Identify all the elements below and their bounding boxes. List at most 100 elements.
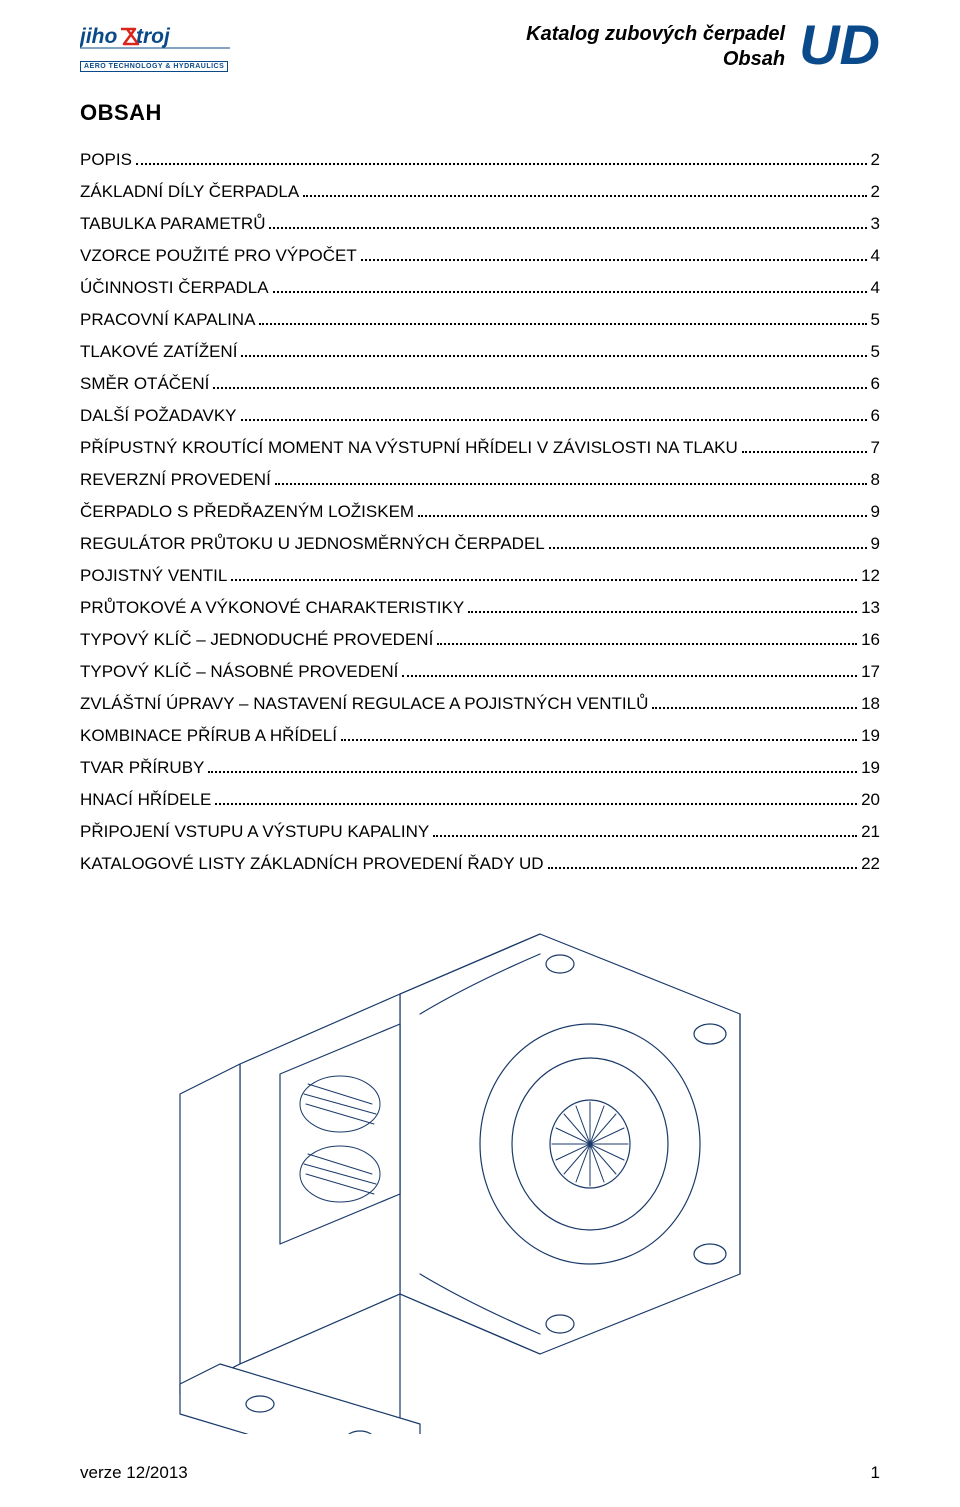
logo-text-2: troj bbox=[136, 25, 171, 48]
toc-page-number: 16 bbox=[861, 630, 880, 650]
footer-version: verze 12/2013 bbox=[80, 1463, 188, 1483]
toc-page-number: 3 bbox=[871, 214, 880, 234]
toc-page-number: 2 bbox=[871, 150, 880, 170]
toc-leader-dots bbox=[361, 259, 867, 261]
toc-row: ČERPADLO S PŘEDŘAZENÝM LOŽISKEM 9 bbox=[80, 502, 880, 522]
toc-page-number: 5 bbox=[871, 342, 880, 362]
toc-leader-dots bbox=[548, 867, 858, 869]
toc-label: PRACOVNÍ KAPALINA bbox=[80, 310, 255, 330]
logo-lightning-icon bbox=[121, 29, 138, 44]
toc-label: POPIS bbox=[80, 150, 132, 170]
toc-label: ZVLÁŠTNÍ ÚPRAVY – NASTAVENÍ REGULACE A P… bbox=[80, 694, 648, 714]
toc-row: POJISTNÝ VENTIL 12 bbox=[80, 566, 880, 586]
toc-page-number: 19 bbox=[861, 758, 880, 778]
toc-label: KOMBINACE PŘÍRUB A HŘÍDELÍ bbox=[80, 726, 337, 746]
toc-row: TVAR PŘÍRUBY 19 bbox=[80, 758, 880, 778]
toc-row: ZÁKLADNÍ DÍLY ČERPADLA 2 bbox=[80, 182, 880, 202]
toc-page-number: 6 bbox=[871, 406, 880, 426]
toc-label: TABULKA PARAMETRŮ bbox=[80, 214, 265, 234]
toc-row: PRACOVNÍ KAPALINA 5 bbox=[80, 310, 880, 330]
toc-page-number: 4 bbox=[871, 246, 880, 266]
toc-label: PŘÍPUSTNÝ KROUTÍCÍ MOMENT NA VÝSTUPNÍ HŘ… bbox=[80, 438, 738, 458]
toc-row: PŘÍPUSTNÝ KROUTÍCÍ MOMENT NA VÝSTUPNÍ HŘ… bbox=[80, 438, 880, 458]
toc-leader-dots bbox=[215, 803, 857, 805]
toc-page-number: 8 bbox=[871, 470, 880, 490]
toc-row: HNACÍ HŘÍDELE 20 bbox=[80, 790, 880, 810]
toc-page-number: 9 bbox=[871, 502, 880, 522]
toc-page-number: 4 bbox=[871, 278, 880, 298]
toc-row: ÚČINNOSTI ČERPADLA 4 bbox=[80, 278, 880, 298]
toc-row: PŘIPOJENÍ VSTUPU A VÝSTUPU KAPALINY 21 bbox=[80, 822, 880, 842]
toc-page-number: 13 bbox=[861, 598, 880, 618]
toc-page-number: 9 bbox=[871, 534, 880, 554]
logo-text: jiho bbox=[80, 25, 117, 48]
toc-page-number: 7 bbox=[871, 438, 880, 458]
toc-row: TABULKA PARAMETRŮ 3 bbox=[80, 214, 880, 234]
pump-illustration bbox=[80, 894, 880, 1434]
toc-row: REVERZNÍ PROVEDENÍ 8 bbox=[80, 470, 880, 490]
toc-row: ZVLÁŠTNÍ ÚPRAVY – NASTAVENÍ REGULACE A P… bbox=[80, 694, 880, 714]
toc-label: ČERPADLO S PŘEDŘAZENÝM LOŽISKEM bbox=[80, 502, 414, 522]
toc-page-number: 17 bbox=[861, 662, 880, 682]
toc-leader-dots bbox=[269, 227, 866, 229]
toc-label: VZORCE POUŽITÉ PRO VÝPOČET bbox=[80, 246, 357, 266]
logo: jiho troj AERO TECHNOLOGY & HYDRAULICS bbox=[80, 24, 230, 72]
toc-label: TYPOVÝ KLÍČ – NÁSOBNÉ PROVEDENÍ bbox=[80, 662, 398, 682]
header-right: Katalog zubových čerpadel Obsah UD bbox=[526, 20, 880, 72]
toc-label: TVAR PŘÍRUBY bbox=[80, 758, 204, 778]
toc-page-number: 6 bbox=[871, 374, 880, 394]
toc-leader-dots bbox=[213, 387, 866, 389]
toc-leader-dots bbox=[433, 835, 857, 837]
logo-subtitle: AERO TECHNOLOGY & HYDRAULICS bbox=[80, 61, 228, 72]
toc-leader-dots bbox=[273, 291, 867, 293]
toc-row: PRŮTOKOVÉ A VÝKONOVÉ CHARAKTERISTIKY 13 bbox=[80, 598, 880, 618]
toc-label: DALŠÍ POŽADAVKY bbox=[80, 406, 237, 426]
logo-svg: jiho troj bbox=[80, 24, 230, 59]
toc-label: HNACÍ HŘÍDELE bbox=[80, 790, 211, 810]
header-code: UD bbox=[799, 20, 880, 70]
toc-label: REVERZNÍ PROVEDENÍ bbox=[80, 470, 271, 490]
toc-leader-dots bbox=[341, 739, 857, 741]
toc-row: TYPOVÝ KLÍČ – NÁSOBNÉ PROVEDENÍ 17 bbox=[80, 662, 880, 682]
toc-label: SMĚR OTÁČENÍ bbox=[80, 374, 209, 394]
toc-row: TLAKOVÉ ZATÍŽENÍ 5 bbox=[80, 342, 880, 362]
toc-page-number: 2 bbox=[871, 182, 880, 202]
toc-label: PŘIPOJENÍ VSTUPU A VÝSTUPU KAPALINY bbox=[80, 822, 429, 842]
toc-page-number: 19 bbox=[861, 726, 880, 746]
toc-page-number: 5 bbox=[871, 310, 880, 330]
toc-leader-dots bbox=[402, 675, 857, 677]
toc-row: SMĚR OTÁČENÍ 6 bbox=[80, 374, 880, 394]
toc-leader-dots bbox=[208, 771, 857, 773]
toc-row: TYPOVÝ KLÍČ – JEDNODUCHÉ PROVEDENÍ 16 bbox=[80, 630, 880, 650]
toc-label: POJISTNÝ VENTIL bbox=[80, 566, 227, 586]
toc-row: KATALOGOVÉ LISTY ZÁKLADNÍCH PROVEDENÍ ŘA… bbox=[80, 854, 880, 874]
toc-leader-dots bbox=[259, 323, 866, 325]
toc-leader-dots bbox=[418, 515, 866, 517]
toc-leader-dots bbox=[549, 547, 867, 549]
toc-label: ZÁKLADNÍ DÍLY ČERPADLA bbox=[80, 182, 299, 202]
toc-row: REGULÁTOR PRŮTOKU U JEDNOSMĚRNÝCH ČERPAD… bbox=[80, 534, 880, 554]
toc-leader-dots bbox=[468, 611, 857, 613]
toc-leader-dots bbox=[437, 643, 857, 645]
toc-label: KATALOGOVÉ LISTY ZÁKLADNÍCH PROVEDENÍ ŘA… bbox=[80, 854, 544, 874]
header-catalog-text: Katalog zubových čerpadel Obsah bbox=[526, 20, 785, 72]
toc-label: ÚČINNOSTI ČERPADLA bbox=[80, 278, 269, 298]
toc-leader-dots bbox=[275, 483, 867, 485]
table-of-contents: POPIS 2ZÁKLADNÍ DÍLY ČERPADLA 2TABULKA P… bbox=[80, 150, 880, 874]
toc-leader-dots bbox=[303, 195, 866, 197]
toc-row: DALŠÍ POŽADAVKY 6 bbox=[80, 406, 880, 426]
toc-page-number: 22 bbox=[861, 854, 880, 874]
toc-leader-dots bbox=[136, 163, 867, 165]
toc-leader-dots bbox=[241, 355, 866, 357]
toc-leader-dots bbox=[742, 451, 867, 453]
toc-leader-dots bbox=[241, 419, 867, 421]
header-line1: Katalog zubových čerpadel bbox=[526, 22, 785, 47]
page-header: jiho troj AERO TECHNOLOGY & HYDRAULICS K… bbox=[80, 20, 880, 72]
toc-label: PRŮTOKOVÉ A VÝKONOVÉ CHARAKTERISTIKY bbox=[80, 598, 464, 618]
toc-label: TLAKOVÉ ZATÍŽENÍ bbox=[80, 342, 237, 362]
toc-label: REGULÁTOR PRŮTOKU U JEDNOSMĚRNÝCH ČERPAD… bbox=[80, 534, 545, 554]
toc-leader-dots bbox=[652, 707, 857, 709]
page-title: OBSAH bbox=[80, 100, 880, 126]
toc-row: VZORCE POUŽITÉ PRO VÝPOČET 4 bbox=[80, 246, 880, 266]
toc-label: TYPOVÝ KLÍČ – JEDNODUCHÉ PROVEDENÍ bbox=[80, 630, 433, 650]
